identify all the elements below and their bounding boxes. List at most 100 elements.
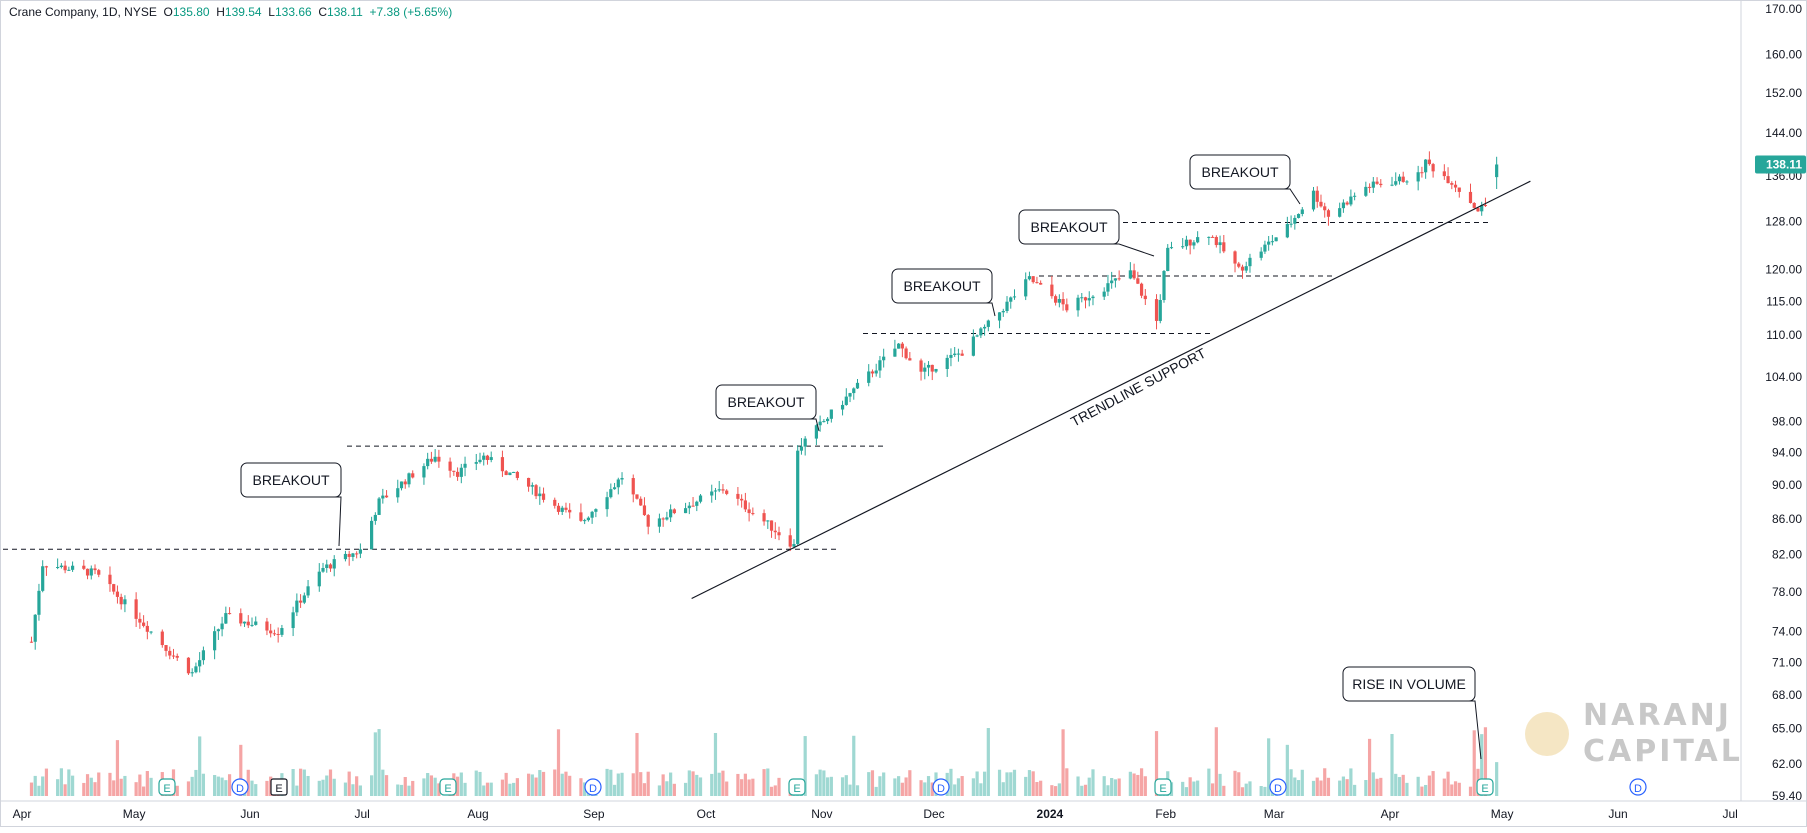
candle-body (370, 520, 374, 550)
volume-bar (1457, 782, 1461, 796)
close-label: C (318, 5, 328, 19)
volume-bar (145, 771, 149, 796)
event-marker-label: D (236, 783, 244, 795)
candle-body (373, 514, 377, 521)
volume-bar (1102, 776, 1106, 796)
volume-bar (1468, 786, 1473, 796)
volume-bar (1244, 783, 1248, 796)
volume-bar (93, 782, 97, 796)
volume-bar (612, 784, 617, 796)
candle-body (168, 650, 172, 656)
candle-body (1136, 278, 1140, 284)
event-marker-label: E (1481, 783, 1488, 795)
candle-body (1181, 246, 1185, 248)
volume-bar (1001, 782, 1005, 796)
candle-body (272, 633, 277, 635)
high-value: 139.54 (224, 5, 262, 19)
candle-body (661, 518, 665, 520)
volume-bar (1207, 768, 1211, 796)
annotations: BREAKOUT BREAKOUT BREAKOUT BREAKOUT BREAKOUT… (240, 154, 1482, 760)
volume-bar (1083, 784, 1088, 796)
candle-body (822, 421, 826, 423)
volume-bar (1390, 733, 1394, 796)
candle-body (149, 631, 153, 633)
volume-bar (1450, 784, 1454, 796)
candle-body (586, 517, 590, 521)
candle-body (347, 553, 351, 557)
candle-body (82, 565, 86, 569)
volume-bar (1181, 781, 1185, 796)
candle-body (1274, 237, 1278, 242)
candle-body (818, 421, 822, 426)
candle-body (1110, 280, 1114, 284)
time-tick: Nov (811, 807, 832, 821)
candle-body (568, 509, 572, 513)
candle-body (1237, 263, 1241, 267)
candle-body (956, 353, 961, 355)
candle-body (1166, 247, 1170, 272)
candle-body (908, 358, 912, 361)
candle-body (541, 493, 546, 500)
candle-body (605, 497, 609, 510)
price-tick: 120.00 (1765, 263, 1802, 277)
volume-bar (1427, 775, 1431, 796)
volume-bar (736, 773, 740, 796)
time-tick: Apr (1381, 807, 1400, 821)
candle-body (160, 631, 164, 646)
volume-bar (422, 778, 426, 796)
volume-bar (216, 776, 220, 796)
volume-bar (1091, 769, 1095, 796)
candle-body (504, 471, 508, 476)
candle-body (612, 487, 617, 490)
volume-bar (691, 771, 695, 796)
volume-bar (553, 769, 557, 796)
volume-bar (986, 728, 990, 796)
volume-bar (1267, 738, 1271, 796)
candle-body (220, 623, 224, 630)
candle-body (788, 535, 792, 547)
time-tick: Apr (13, 807, 32, 821)
candle-body (1196, 237, 1200, 243)
dividend-marker (584, 778, 602, 796)
volume-bar (826, 777, 830, 796)
candle-body (773, 530, 777, 533)
candle-body (538, 493, 542, 497)
price-tick: 128.00 (1765, 214, 1802, 228)
candle-body (1244, 266, 1248, 271)
volume-bar (1263, 786, 1267, 796)
price-tick: 65.00 (1772, 722, 1802, 736)
candle-body (1293, 217, 1297, 224)
candle-body (1218, 242, 1222, 246)
volume-bar (1353, 784, 1357, 796)
volume-bar (635, 732, 639, 796)
volume-bar (44, 768, 49, 796)
volume-bar (1080, 785, 1084, 796)
candle-body (1024, 279, 1028, 297)
volume-bar (526, 773, 531, 796)
candle-body (328, 564, 333, 569)
candle-body (213, 631, 217, 651)
volume-bar (725, 781, 729, 796)
volume-bar (254, 784, 258, 796)
volume-bar (639, 772, 643, 796)
volume-bar (616, 773, 620, 796)
volume-bar (1065, 768, 1069, 796)
volume-bar (1106, 785, 1110, 796)
candle-body (814, 425, 818, 439)
dividend-marker (231, 778, 249, 796)
volume-bar (384, 775, 389, 796)
volume-bar (769, 786, 774, 796)
breakout-callout-pointer (1107, 243, 1155, 257)
candle-body (1065, 304, 1069, 311)
volume-bar (1401, 774, 1405, 796)
candle-body (1080, 297, 1084, 299)
volume-bar (1364, 780, 1368, 796)
volume-bar (224, 780, 228, 796)
candle-body (93, 568, 97, 571)
candle-body (826, 418, 830, 422)
volume-bar (291, 769, 295, 796)
volume-bar (829, 776, 833, 796)
candle-body (583, 520, 587, 522)
